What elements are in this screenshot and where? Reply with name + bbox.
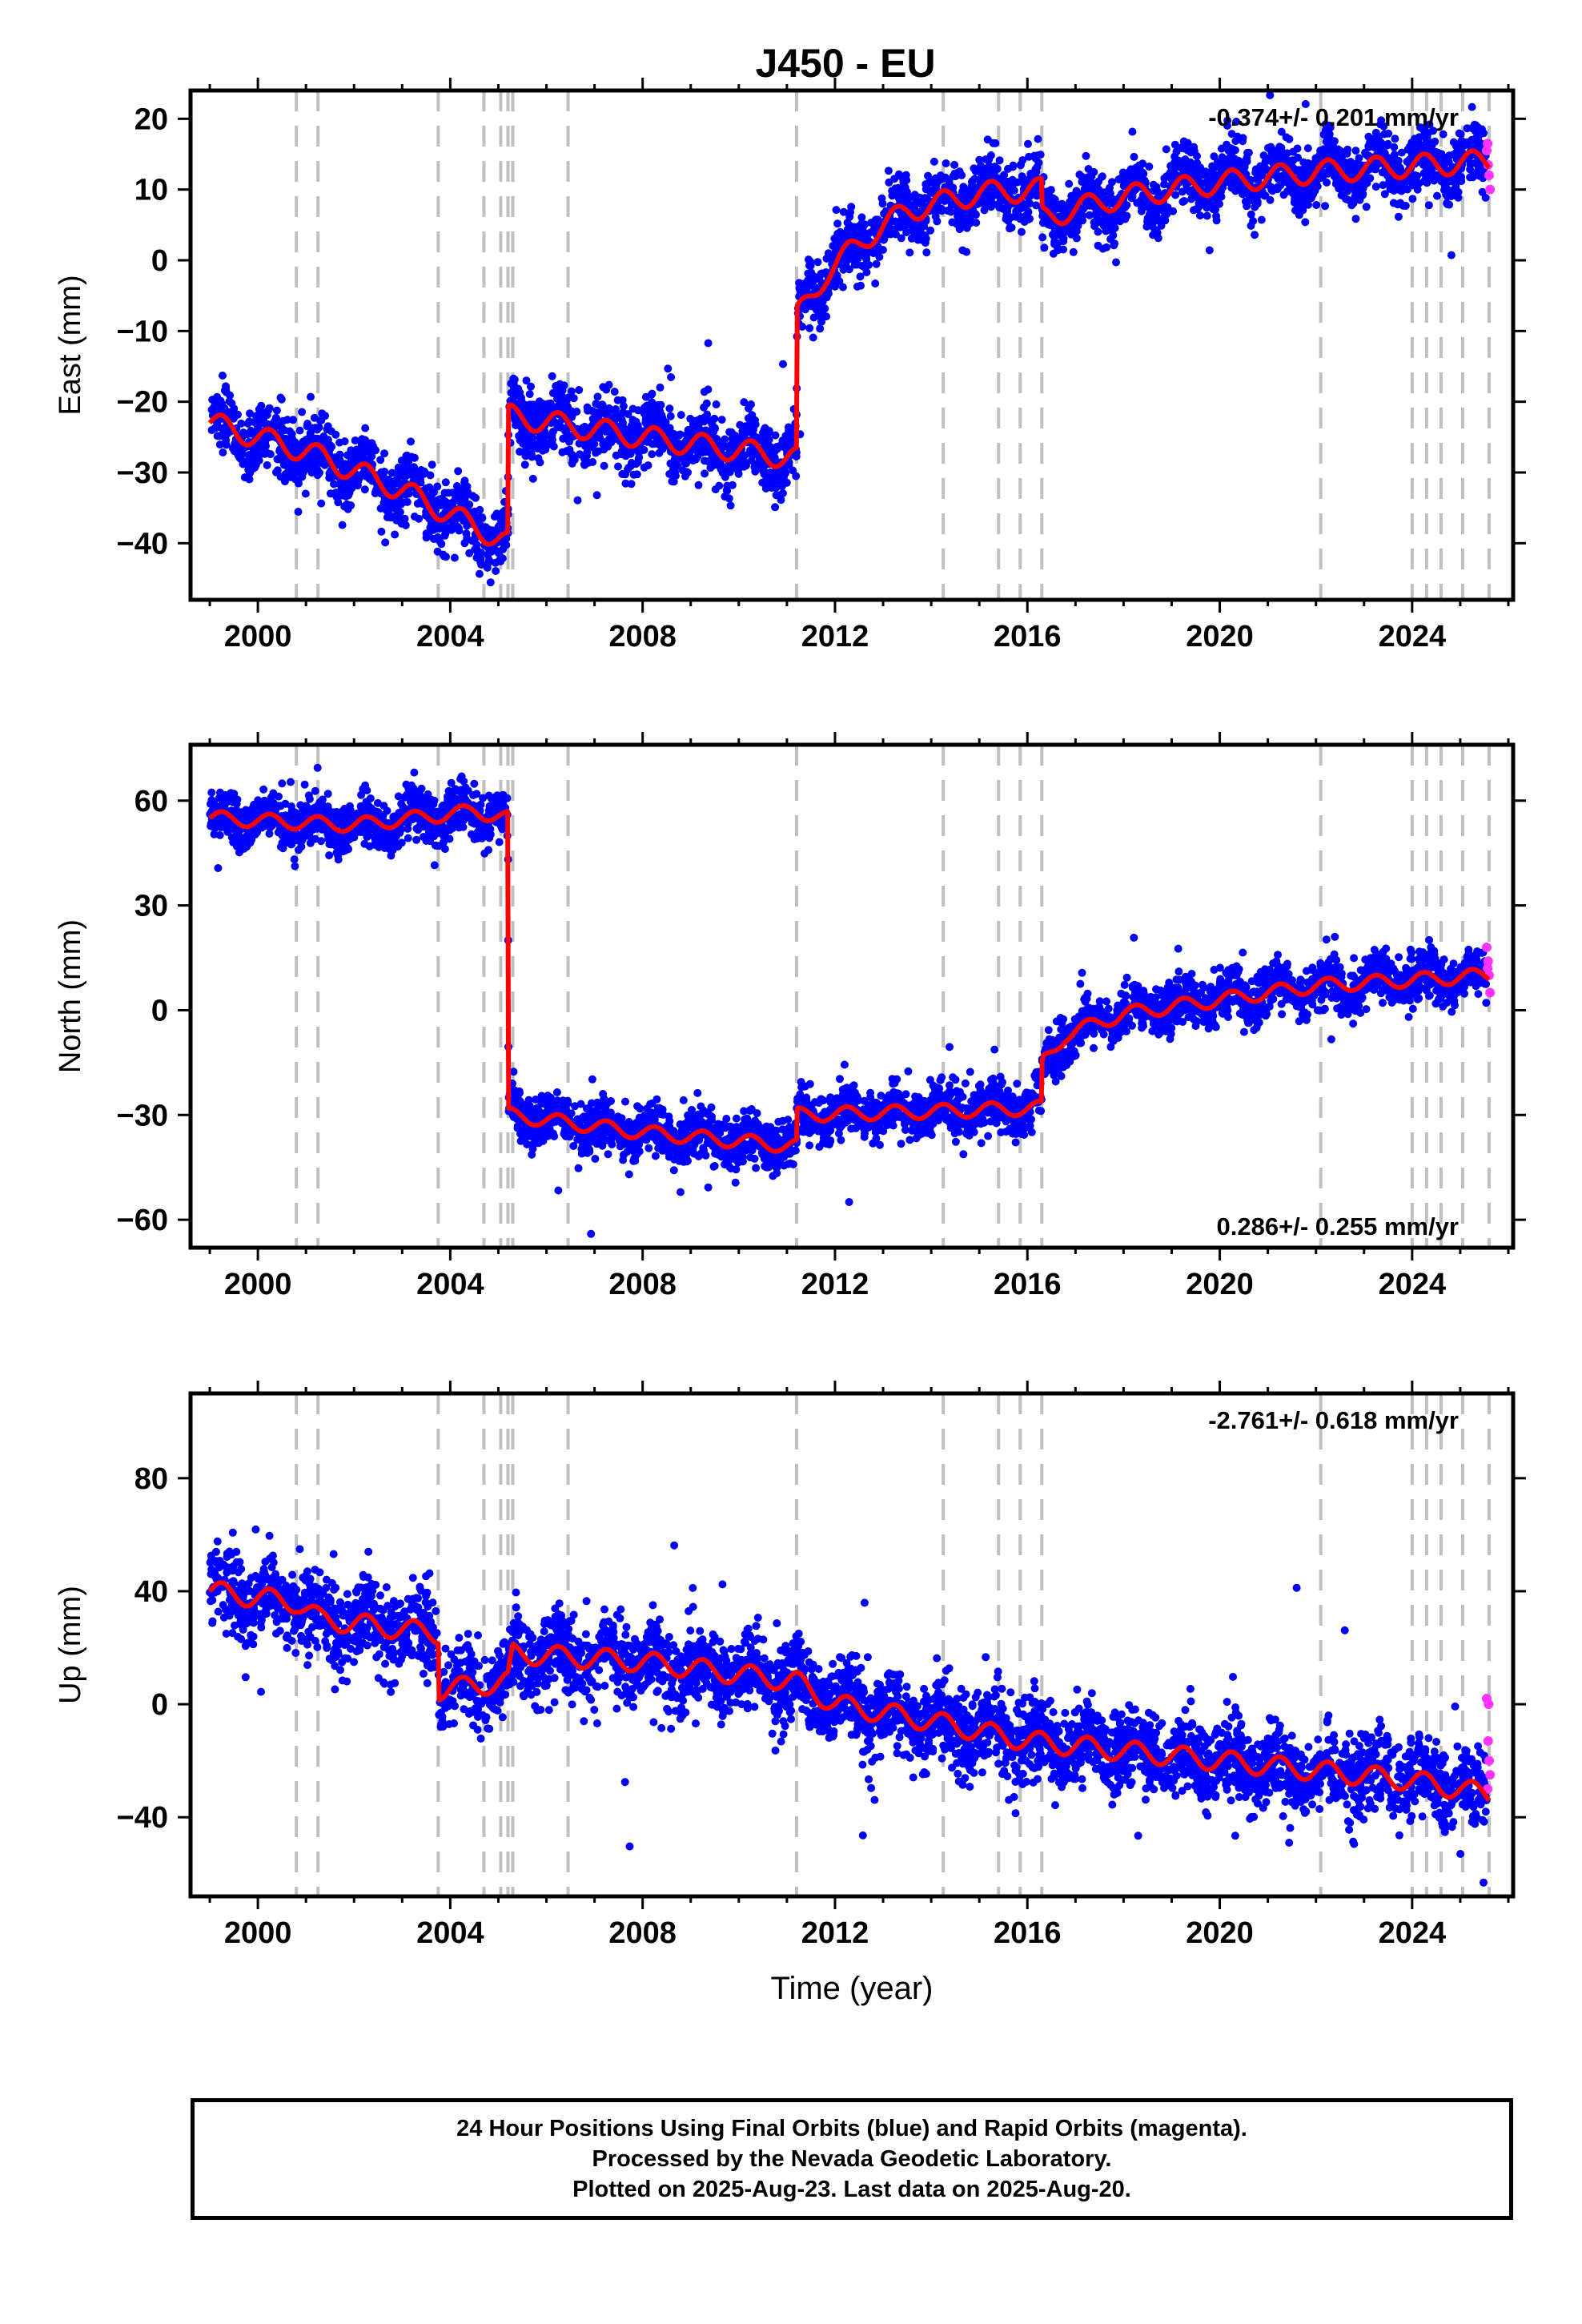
footer-line-orbits: 24 Hour Positions Using Final Orbits (bl…	[456, 2116, 1247, 2141]
x-tick-label: 2016	[994, 1268, 1062, 1301]
x-tick-label: 2000	[224, 1916, 292, 1950]
footer-line-processed: Processed by the Nevada Geodetic Laborat…	[592, 2146, 1112, 2172]
rapid-orbit-point	[1483, 139, 1493, 149]
x-tick-label: 2024	[1379, 1916, 1447, 1950]
y-tick-label: 80	[135, 1462, 168, 1496]
y-tick-label: 0	[151, 994, 168, 1027]
rapid-orbit-point	[1484, 171, 1494, 180]
x-tick-label: 2012	[801, 1268, 869, 1301]
panel-east: 2000 2004 2008 2012 2016 2020 2024 −40 −30 −20 −10…	[54, 78, 1526, 653]
x-tick-label: 2008	[608, 1268, 677, 1301]
x-tick-label: 2020	[1186, 620, 1254, 653]
final-orbit-points	[206, 763, 1491, 1238]
x-tick-label: 2000	[224, 620, 292, 653]
x-axis-label: Time (year)	[771, 1971, 934, 2006]
y-axis-label: Up (mm)	[54, 1586, 87, 1704]
x-tick-label: 2012	[801, 1916, 869, 1950]
rate-annotation: -2.761+/- 0.618 mm/yr	[1208, 1406, 1459, 1434]
x-tick-label: 2012	[801, 620, 869, 653]
y-tick-label: −10	[117, 315, 168, 348]
panel-north: 2000 2004 2008 2012 2016 2020 2024 −60 −30 0 30 60 N…	[54, 732, 1526, 1301]
y-tick-label: 30	[135, 890, 168, 923]
y-tick-label: −20	[117, 386, 168, 420]
x-tick-label: 2020	[1186, 1916, 1254, 1950]
x-tick-label: 2016	[994, 1916, 1062, 1950]
y-axis-label: East (mm)	[54, 275, 87, 415]
rate-annotation: -0.374+/- 0.201 mm/yr	[1208, 103, 1459, 131]
rapid-orbit-point	[1484, 1699, 1494, 1710]
y-tick-label: −60	[117, 1204, 168, 1237]
rapid-orbit-point	[1485, 987, 1496, 998]
model-fit-line	[208, 802, 1491, 1154]
x-tick-label: 2016	[994, 620, 1062, 653]
panel-frame	[188, 742, 1516, 1250]
y-tick-label: 20	[135, 103, 168, 136]
final-orbit-points	[206, 1525, 1491, 1887]
rate-annotation: 0.286+/- 0.255 mm/yr	[1217, 1212, 1459, 1240]
y-tick-label: −40	[117, 1801, 168, 1835]
panel-frame	[188, 88, 1516, 602]
panel-frame	[188, 1391, 1516, 1899]
y-tick-label: 10	[135, 174, 168, 207]
x-tick-label: 2004	[416, 1268, 484, 1301]
y-axis-label: North (mm)	[54, 919, 87, 1073]
y-tick-label: 0	[151, 1688, 168, 1722]
model-fit-line	[207, 1580, 1492, 1803]
rapid-orbit-point	[1483, 963, 1493, 974]
y-tick-label: 0	[151, 244, 168, 278]
rapid-orbit-point	[1483, 956, 1493, 967]
panel-up: 2000 2004 2008 2012 2016 2020 2024 −40 0 40 80 Up (…	[54, 1381, 1526, 2006]
x-tick-label: 2000	[224, 1268, 292, 1301]
rapid-orbit-point	[1485, 1770, 1496, 1780]
x-tick-label: 2020	[1186, 1268, 1254, 1301]
x-tick-label: 2008	[608, 620, 677, 653]
footer-line-plotted: Plotted on 2025-Aug-23. Last data on 202…	[572, 2177, 1131, 2202]
y-tick-label: 60	[135, 785, 168, 818]
x-tick-label: 2004	[416, 1916, 484, 1950]
y-tick-label: −40	[117, 527, 168, 561]
y-tick-label: −30	[117, 1099, 168, 1132]
x-tick-label: 2024	[1379, 620, 1447, 653]
plot-area	[206, 1393, 1496, 1896]
x-tick-label: 2024	[1379, 1268, 1447, 1301]
model-fit-line	[207, 148, 1492, 547]
y-tick-label: 40	[135, 1575, 168, 1609]
x-tick-label: 2004	[416, 620, 484, 653]
rapid-orbit-point	[1485, 184, 1496, 195]
plot-area	[207, 90, 1496, 600]
y-tick-label: −30	[117, 456, 168, 490]
rapid-orbit-point	[1481, 146, 1492, 156]
footer-caption: 24 Hour Positions Using Final Orbits (bl…	[191, 2098, 1513, 2220]
final-orbit-points	[207, 90, 1491, 587]
rapid-orbit-point	[1481, 942, 1492, 952]
figure-title: J450 - EU	[755, 41, 935, 86]
plot-area	[206, 745, 1496, 1248]
rapid-orbit-point	[1483, 1735, 1493, 1746]
x-tick-label: 2008	[608, 1916, 677, 1950]
rapid-orbit-point	[1484, 1755, 1494, 1766]
